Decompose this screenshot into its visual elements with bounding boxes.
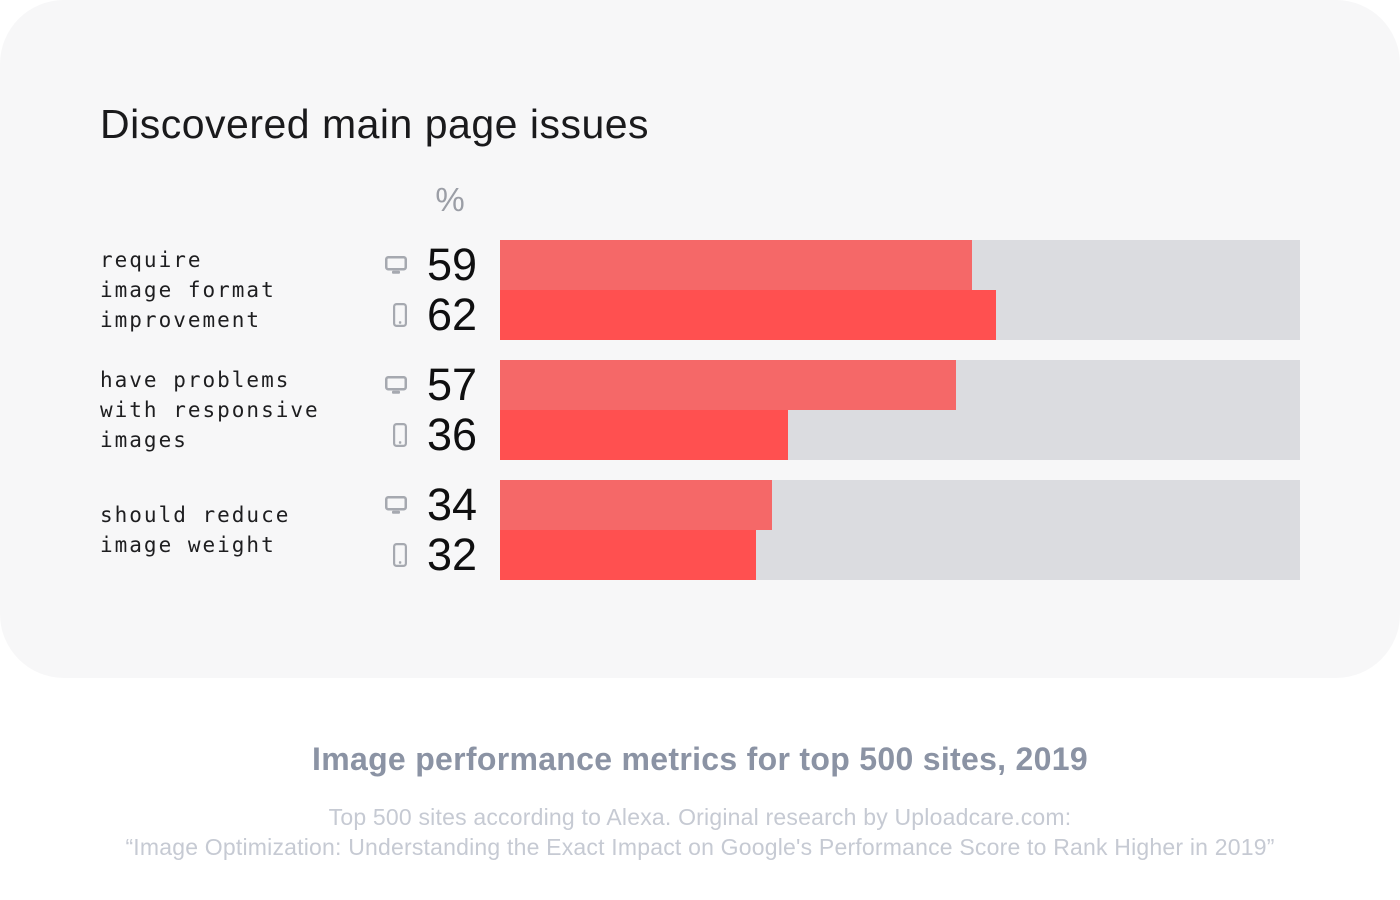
monitor-icon bbox=[384, 496, 407, 514]
chart-row: should reduce image weight 34 32 bbox=[100, 480, 1300, 580]
desktop-bar-track bbox=[500, 480, 1300, 530]
chart-title: Discovered main page issues bbox=[100, 101, 650, 147]
desktop-bar bbox=[500, 360, 956, 410]
mobile-value: 32 bbox=[426, 529, 477, 580]
unit-label: % bbox=[435, 181, 465, 218]
desktop-bar bbox=[500, 480, 772, 530]
desktop-value: 59 bbox=[426, 239, 477, 290]
desktop-value-group: 57 bbox=[380, 360, 500, 410]
mobile-bar bbox=[500, 530, 756, 580]
smartphone-icon bbox=[392, 543, 407, 567]
chart-caption-line-1: Top 500 sites according to Alexa. Origin… bbox=[328, 804, 1072, 830]
mobile-value-group: 36 bbox=[380, 410, 500, 460]
desktop-value: 57 bbox=[426, 359, 477, 410]
chart-row: require image format improvement 59 62 bbox=[100, 240, 1300, 340]
row-values: 59 62 bbox=[380, 240, 500, 340]
chart-captions: Top 500 sites according to Alexa. Origin… bbox=[0, 802, 1400, 862]
chart-subtitle: Image performance metrics for top 500 si… bbox=[312, 741, 1088, 777]
row-values: 34 32 bbox=[380, 480, 500, 580]
row-bars bbox=[500, 480, 1300, 580]
mobile-value-group: 62 bbox=[380, 290, 500, 340]
chart-footer: Image performance metrics for top 500 si… bbox=[0, 740, 1400, 862]
mobile-bar-track bbox=[500, 290, 1300, 340]
smartphone-icon bbox=[392, 303, 407, 327]
row-bars bbox=[500, 240, 1300, 340]
desktop-value-group: 59 bbox=[380, 240, 500, 290]
chart-caption-line-2: “Image Optimization: Understanding the E… bbox=[125, 834, 1275, 860]
row-values: 57 36 bbox=[380, 360, 500, 460]
row-bars bbox=[500, 360, 1300, 460]
mobile-bar bbox=[500, 290, 996, 340]
mobile-bar-track bbox=[500, 410, 1300, 460]
mobile-value-group: 32 bbox=[380, 530, 500, 580]
desktop-bar bbox=[500, 240, 972, 290]
desktop-bar-track bbox=[500, 360, 1300, 410]
mobile-bar-track bbox=[500, 530, 1300, 580]
mobile-value: 36 bbox=[426, 409, 477, 460]
smartphone-icon bbox=[392, 423, 407, 447]
row-label: have problems with responsive images bbox=[100, 368, 320, 452]
desktop-bar-track bbox=[500, 240, 1300, 290]
chart-row: have problems with responsive images 57 … bbox=[100, 360, 1300, 460]
mobile-value: 62 bbox=[426, 289, 477, 340]
row-label: should reduce image weight bbox=[100, 503, 291, 557]
desktop-value-group: 34 bbox=[380, 480, 500, 530]
monitor-icon bbox=[384, 376, 407, 394]
chart-card: Discovered main page issues % require im… bbox=[100, 101, 1300, 580]
chart-rows: require image format improvement 59 62 bbox=[100, 240, 1300, 580]
mobile-bar bbox=[500, 410, 788, 460]
monitor-icon bbox=[384, 256, 407, 274]
desktop-value: 34 bbox=[426, 479, 477, 530]
row-label: require image format improvement bbox=[100, 248, 276, 332]
